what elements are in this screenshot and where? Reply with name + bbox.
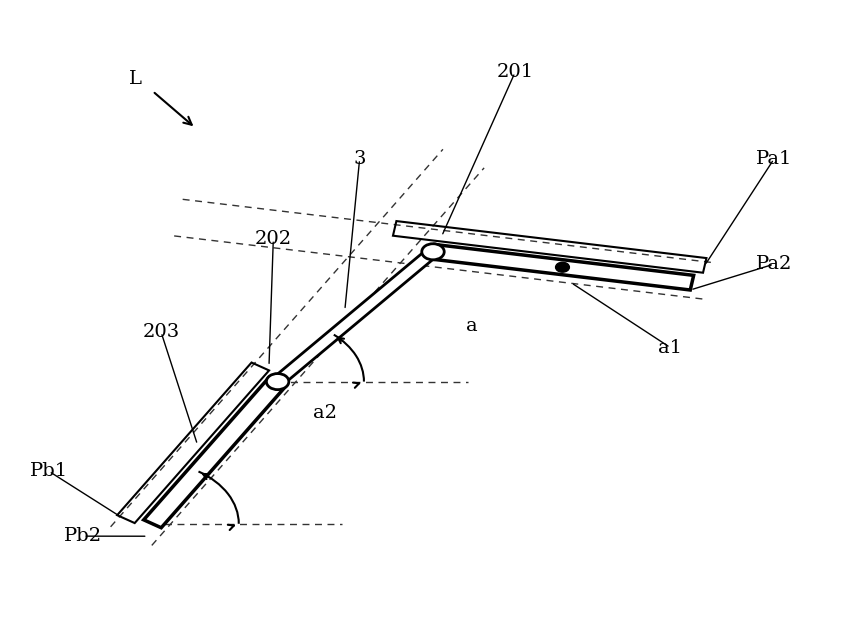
Text: 3: 3 [353, 150, 365, 168]
Text: 202: 202 [255, 230, 292, 248]
Circle shape [422, 243, 444, 260]
Polygon shape [431, 245, 694, 290]
Text: 203: 203 [143, 323, 180, 341]
Circle shape [267, 374, 289, 389]
Text: 201: 201 [496, 63, 533, 81]
Text: a: a [466, 317, 478, 335]
Text: a2: a2 [313, 404, 337, 422]
Text: Pa2: Pa2 [756, 255, 792, 273]
Text: a1: a1 [658, 338, 682, 356]
Text: Pb2: Pb2 [64, 527, 102, 545]
Text: Pb1: Pb1 [29, 462, 68, 480]
Polygon shape [273, 248, 438, 385]
Text: L: L [129, 70, 142, 88]
Text: Pa1: Pa1 [756, 150, 792, 168]
Circle shape [556, 262, 569, 272]
Polygon shape [144, 378, 287, 528]
